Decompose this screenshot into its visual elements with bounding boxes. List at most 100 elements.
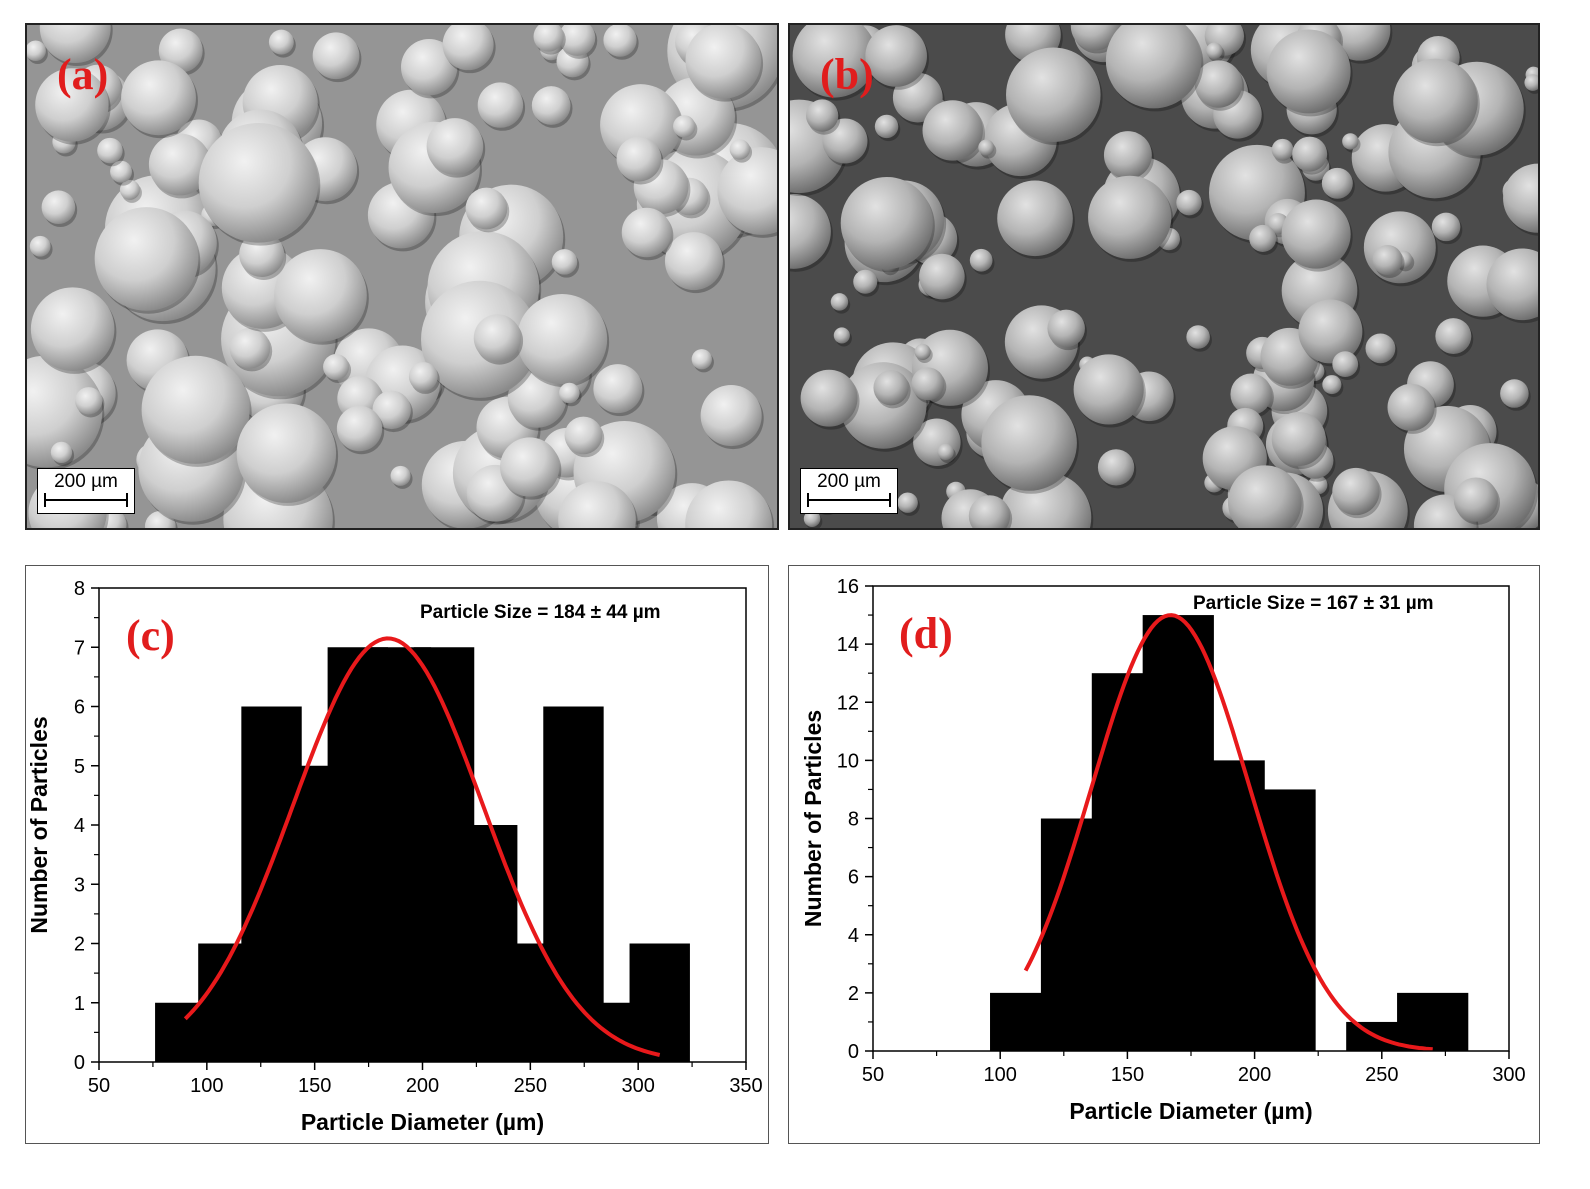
sem-sphere (1073, 354, 1144, 425)
sem-sphere (158, 28, 203, 73)
panel-label-d: (d) (899, 609, 953, 658)
scale-bar-a: 200 µm (37, 468, 135, 514)
sem-sphere (1271, 138, 1294, 161)
sem-sphere (919, 253, 965, 300)
sem-sphere (274, 249, 367, 342)
panel-label-c: (c) (126, 611, 175, 660)
sem-sphere (1176, 189, 1202, 216)
sem-sphere (141, 355, 250, 464)
sem-sphere (426, 118, 484, 175)
x-axis-label: Particle Diameter (µm) (1069, 1098, 1312, 1124)
y-tick-label: 8 (74, 578, 85, 600)
sem-sphere (1342, 133, 1359, 150)
sem-sphere (685, 480, 773, 528)
sem-sphere (792, 25, 877, 98)
sem-sphere (1292, 136, 1328, 172)
sem-sphere (700, 384, 762, 447)
sem-sphere (833, 327, 850, 344)
sem-sphere (603, 25, 637, 57)
sem-sphere (229, 327, 271, 369)
sem-sphere (1453, 477, 1499, 522)
sem-sphere (673, 115, 696, 138)
sem-sphere (1503, 163, 1538, 233)
panel-label-b: (b) (820, 50, 874, 99)
sem-sphere (30, 287, 115, 371)
x-tick-label: 50 (88, 1075, 110, 1097)
sem-sphere (1387, 383, 1435, 431)
sem-sphere (1006, 47, 1101, 143)
sem-micrograph-a (27, 25, 777, 528)
scale-bar-line-a (44, 493, 128, 507)
y-tick-label: 8 (848, 809, 859, 831)
sem-sphere (1393, 58, 1478, 144)
y-tick-label: 4 (848, 925, 859, 947)
sem-sphere (559, 382, 580, 404)
sem-sphere (336, 405, 383, 452)
sem-sphere (873, 370, 909, 406)
histogram-c: 50 100 150 200 250 300 350 0 1 2 3 4 5 6 7 8 Particle Di… (26, 578, 763, 1135)
sem-sphere (1500, 379, 1529, 408)
sem-sphere (800, 369, 858, 427)
sem-sphere (969, 248, 993, 272)
sem-sphere (853, 269, 878, 294)
sem-sphere (531, 86, 571, 125)
sem-sphere (897, 492, 918, 513)
histogram-bar (1397, 992, 1469, 1051)
x-tick-label: 250 (514, 1075, 547, 1097)
sem-image-b: (b) 200 µm (788, 23, 1540, 530)
sem-sphere (1322, 375, 1342, 395)
x-tick-label: 200 (406, 1075, 439, 1097)
sem-sphere (937, 443, 954, 461)
sem-sphere (35, 68, 109, 142)
y-tick-label: 5 (74, 756, 85, 778)
particle-size-annotation: Particle Size = 184 ± 44 µm (420, 602, 661, 623)
sem-sphere (1227, 465, 1302, 528)
sem-sphere (400, 38, 458, 96)
sem-image-a: (a) 200 µm (25, 23, 779, 530)
sem-sphere (593, 364, 643, 414)
sem-sphere (911, 367, 945, 401)
sem-sphere (790, 194, 831, 269)
x-axis-label: Particle Diameter (µm) (301, 1109, 544, 1135)
sem-sphere (39, 25, 111, 64)
sem-sphere (1271, 411, 1326, 467)
sem-sphere (1365, 333, 1396, 364)
sem-sphere (1186, 325, 1210, 349)
y-tick-label: 14 (837, 634, 859, 656)
y-tick-label: 7 (74, 637, 85, 659)
sem-sphere (822, 118, 868, 164)
sem-sphere (465, 187, 508, 230)
sem-sphere (840, 176, 933, 270)
y-tick-label: 12 (837, 692, 859, 714)
sem-sphere (1103, 131, 1152, 180)
y-tick-label: 6 (848, 867, 859, 889)
sem-sphere (119, 179, 140, 200)
sem-sphere (558, 481, 636, 528)
sem-sphere (1486, 248, 1538, 321)
x-tick-label: 300 (621, 1075, 654, 1097)
sem-sphere (50, 441, 73, 464)
sem-sphere (1281, 199, 1351, 269)
y-tick-label: 10 (837, 750, 859, 772)
sem-sphere (236, 403, 337, 503)
y-tick-label: 16 (837, 576, 859, 598)
sem-sphere (239, 231, 285, 277)
sem-sphere (1088, 175, 1172, 259)
y-tick-label: 1 (74, 993, 85, 1015)
x-tick-label: 200 (1238, 1064, 1271, 1086)
y-tick-label: 4 (74, 815, 85, 837)
sem-sphere (1070, 25, 1120, 51)
sem-sphere (1047, 309, 1085, 348)
sem-sphere (997, 180, 1073, 257)
sem-sphere (29, 235, 51, 257)
sem-sphere (110, 160, 133, 183)
sem-sphere (516, 293, 608, 385)
sem-sphere (968, 495, 1011, 528)
sem-sphere (507, 369, 567, 428)
histogram-panel-d: 50 100 150 200 250 300 0 2 4 6 8 10 12 14 16 Particle D… (788, 565, 1540, 1144)
sem-sphere (473, 314, 522, 362)
sem-sphere (616, 136, 662, 182)
sem-sphere (97, 137, 123, 164)
sem-sphere (805, 99, 839, 132)
sem-sphere (865, 25, 927, 87)
